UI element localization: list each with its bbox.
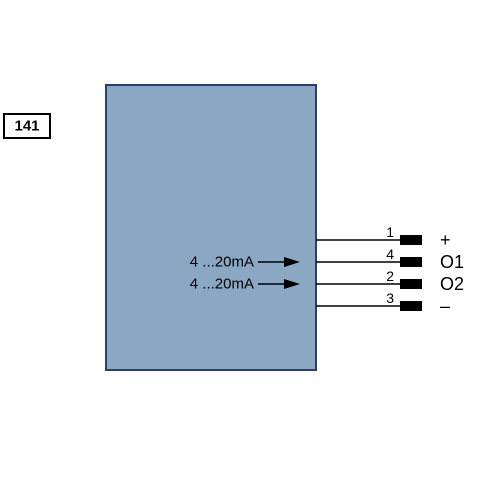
terminal-symbol: +	[440, 230, 451, 250]
terminal-icon	[400, 235, 422, 245]
terminal-icon	[400, 279, 422, 289]
terminal-symbol: O2	[440, 274, 464, 294]
pin-number: 3	[386, 290, 394, 306]
device-block	[106, 85, 316, 370]
pin-number: 4	[386, 246, 394, 262]
terminal-symbol: –	[440, 296, 450, 316]
terminal-icon	[400, 257, 422, 267]
diagram-id-label: 141	[14, 118, 39, 135]
pin-number: 2	[386, 268, 394, 284]
signal-label: 4 ...20mA	[190, 254, 254, 271]
terminal-symbol: O1	[440, 252, 464, 272]
signal-label: 4 ...20mA	[190, 276, 254, 293]
terminal-icon	[400, 301, 422, 311]
pin-number: 1	[386, 224, 394, 240]
